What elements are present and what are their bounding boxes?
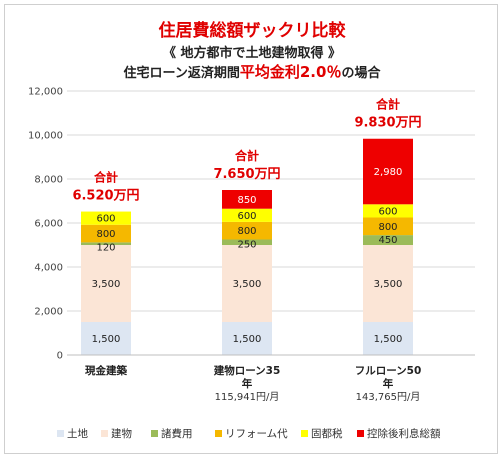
data-label: 2,980 bbox=[374, 167, 403, 178]
bar-segment bbox=[222, 245, 272, 322]
x-tick-label: 現金建築 bbox=[85, 364, 127, 377]
bar-segment bbox=[363, 322, 413, 355]
data-label: 600 bbox=[237, 211, 256, 222]
x-tick-label: フルローン50 bbox=[355, 365, 422, 377]
data-label: 600 bbox=[96, 214, 115, 225]
x-tick-label: 年 bbox=[383, 377, 394, 390]
bar-segment bbox=[363, 204, 413, 218]
bar-segment bbox=[363, 217, 413, 236]
bar-segment bbox=[81, 224, 131, 243]
data-label: 3,500 bbox=[92, 279, 121, 290]
total-label: 合計 bbox=[235, 148, 259, 163]
data-label: 1,500 bbox=[92, 334, 121, 345]
legend-swatch bbox=[357, 430, 364, 437]
legend-swatch bbox=[101, 430, 108, 437]
data-label: 1,500 bbox=[233, 334, 262, 345]
chart-svg: 住居費総額ザックリ比較 《 地方都市で土地建物取得 》 住宅ローン返済期間平均金… bbox=[28, 20, 475, 440]
bar-segment bbox=[363, 245, 413, 322]
legend-item: 固都税 bbox=[311, 427, 343, 440]
category-note: 143,765円/月 bbox=[356, 391, 421, 403]
bar-segment bbox=[81, 242, 131, 245]
data-label: 600 bbox=[378, 206, 397, 217]
legend-item: 控除後利息総額 bbox=[367, 427, 441, 440]
y-tick-label: 10,000 bbox=[28, 131, 63, 142]
y-tick-label: 12,000 bbox=[28, 87, 63, 98]
bar-segment bbox=[81, 245, 131, 322]
total-value: 9.830万円 bbox=[354, 116, 421, 131]
legend-swatch bbox=[57, 430, 64, 437]
data-label: 3,500 bbox=[233, 279, 262, 290]
data-label: 1,500 bbox=[374, 334, 403, 345]
data-label: 450 bbox=[378, 235, 397, 246]
bar-segment bbox=[81, 322, 131, 355]
legend-swatch bbox=[151, 430, 158, 437]
data-label: 800 bbox=[378, 222, 397, 233]
data-label: 120 bbox=[96, 242, 115, 253]
category-note: 115,941円/月 bbox=[215, 391, 280, 403]
y-tick-label: 8,000 bbox=[34, 175, 63, 186]
bars bbox=[81, 138, 413, 355]
y-axis: 0 2,000 4,000 6,000 8,000 10,000 12,000 bbox=[28, 87, 63, 362]
chart-frame: 住居費総額ザックリ比較 《 地方都市で土地建物取得 》 住宅ローン返済期間平均金… bbox=[4, 4, 498, 454]
bar-segment bbox=[222, 190, 272, 209]
legend-item: リフォーム代 bbox=[225, 428, 288, 440]
bar-segment bbox=[222, 322, 272, 355]
data-label: 800 bbox=[96, 229, 115, 240]
data-label: 250 bbox=[237, 240, 256, 251]
legend-item: 土地 bbox=[67, 427, 88, 440]
chart-title: 住居費総額ザックリ比較 bbox=[159, 20, 347, 41]
y-tick-label: 6,000 bbox=[34, 219, 63, 230]
bar-segment bbox=[363, 138, 413, 205]
total-value: 7.650万円 bbox=[213, 167, 280, 182]
legend: 土地 建物 諸費用 リフォーム代 固都税 控除後利息総額 bbox=[57, 427, 441, 440]
segment-labels: 1,500 3,500 120 800 600 1,500 3,500 250 800 600 85… bbox=[92, 167, 403, 345]
total-label: 合計 bbox=[376, 97, 400, 112]
bar-segment bbox=[222, 208, 272, 222]
x-tick-label: 建物ローン35 bbox=[213, 364, 281, 377]
y-tick-label: 0 bbox=[57, 351, 63, 362]
data-label: 3,500 bbox=[374, 279, 403, 290]
legend-swatch bbox=[301, 430, 308, 437]
legend-item: 建物 bbox=[111, 427, 132, 440]
bar-segment bbox=[81, 211, 131, 225]
y-tick-label: 2,000 bbox=[34, 307, 63, 318]
total-value: 6.520万円 bbox=[72, 189, 139, 204]
x-tick-label: 年 bbox=[242, 377, 253, 390]
total-label: 合計 bbox=[94, 170, 118, 185]
bar-segment bbox=[363, 235, 413, 245]
chart-subtitle: 《 地方都市で土地建物取得 》 bbox=[163, 45, 341, 61]
legend-item: 諸費用 bbox=[161, 427, 193, 440]
subtitle-2-suffix: の場合 bbox=[341, 65, 381, 81]
legend-swatch bbox=[215, 430, 222, 437]
data-label: 850 bbox=[237, 195, 256, 206]
data-label: 800 bbox=[237, 226, 256, 237]
subtitle-2-prefix: 住宅ローン返済期間 bbox=[124, 65, 240, 81]
subtitle-2-highlight: 平均金利2.0％ bbox=[240, 63, 342, 81]
bar-segment bbox=[222, 221, 272, 240]
bar-segment bbox=[222, 239, 272, 245]
chart-subtitle-2: 住宅ローン返済期間平均金利2.0％の場合 bbox=[124, 63, 382, 81]
y-tick-label: 4,000 bbox=[34, 263, 63, 274]
